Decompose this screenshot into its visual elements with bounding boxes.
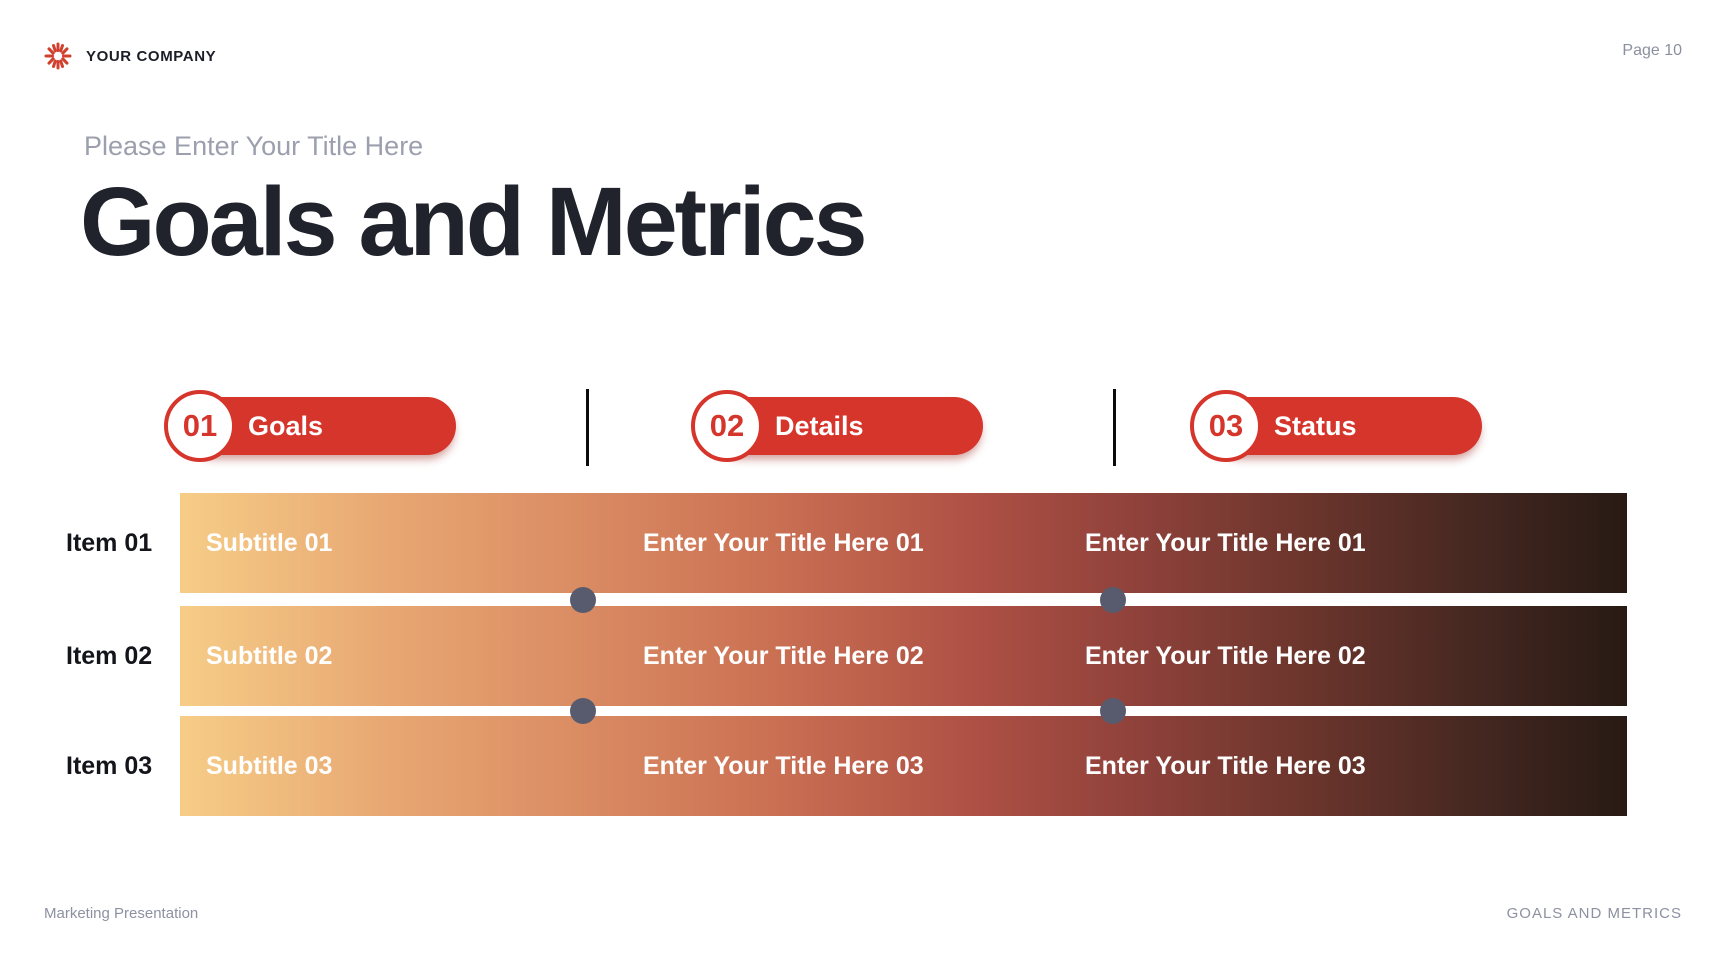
table-row: Subtitle 01 Enter Your Title Here 01 Ent… xyxy=(180,493,1627,593)
slide-title: Goals and Metrics xyxy=(80,167,868,276)
connector-dot xyxy=(570,587,596,613)
company-name: YOUR COMPANY xyxy=(86,47,217,65)
column-divider-1 xyxy=(586,389,589,466)
footer-slide-name: GOALS AND METRICS xyxy=(1506,905,1682,922)
row1-subtitle: Subtitle 01 xyxy=(206,528,333,557)
slide-subtitle: Please Enter Your Title Here xyxy=(84,131,424,161)
row-label-3: Item 03 xyxy=(66,751,153,780)
table-row: Subtitle 02 Enter Your Title Here 02 Ent… xyxy=(180,606,1627,706)
page-number: Page 10 xyxy=(1622,42,1682,59)
goals-pill: Goals xyxy=(200,397,456,455)
starburst-logo-icon xyxy=(44,42,72,70)
status-pill-label: Status xyxy=(1274,410,1357,441)
row2-subtitle: Subtitle 02 xyxy=(206,641,333,670)
table-row: Subtitle 03 Enter Your Title Here 03 Ent… xyxy=(180,716,1627,816)
row-label-1: Item 01 xyxy=(66,528,153,557)
details-number-circle: 02 xyxy=(691,390,763,462)
footer-presentation-name: Marketing Presentation xyxy=(44,905,199,922)
connector-dot xyxy=(1100,587,1126,613)
connector-dot xyxy=(1100,698,1126,724)
goals-pill-label: Goals xyxy=(248,410,324,441)
goals-number-circle: 01 xyxy=(164,390,236,462)
details-pill: Details xyxy=(727,397,983,455)
brand: YOUR COMPANY xyxy=(42,40,216,72)
status-number-circle: 03 xyxy=(1190,390,1262,462)
row-label-2: Item 02 xyxy=(66,641,153,670)
column-divider-2 xyxy=(1113,389,1116,466)
status-pill: Status xyxy=(1226,397,1482,455)
row1-status: Enter Your Title Here 01 xyxy=(1085,528,1366,557)
row2-status: Enter Your Title Here 02 xyxy=(1085,641,1366,670)
connector-dot xyxy=(570,698,596,724)
row2-details: Enter Your Title Here 02 xyxy=(643,641,924,670)
row3-subtitle: Subtitle 03 xyxy=(206,751,333,780)
row3-details: Enter Your Title Here 03 xyxy=(643,751,924,780)
row3-status: Enter Your Title Here 03 xyxy=(1085,751,1366,780)
row1-details: Enter Your Title Here 01 xyxy=(643,528,924,557)
details-pill-label: Details xyxy=(775,410,864,441)
